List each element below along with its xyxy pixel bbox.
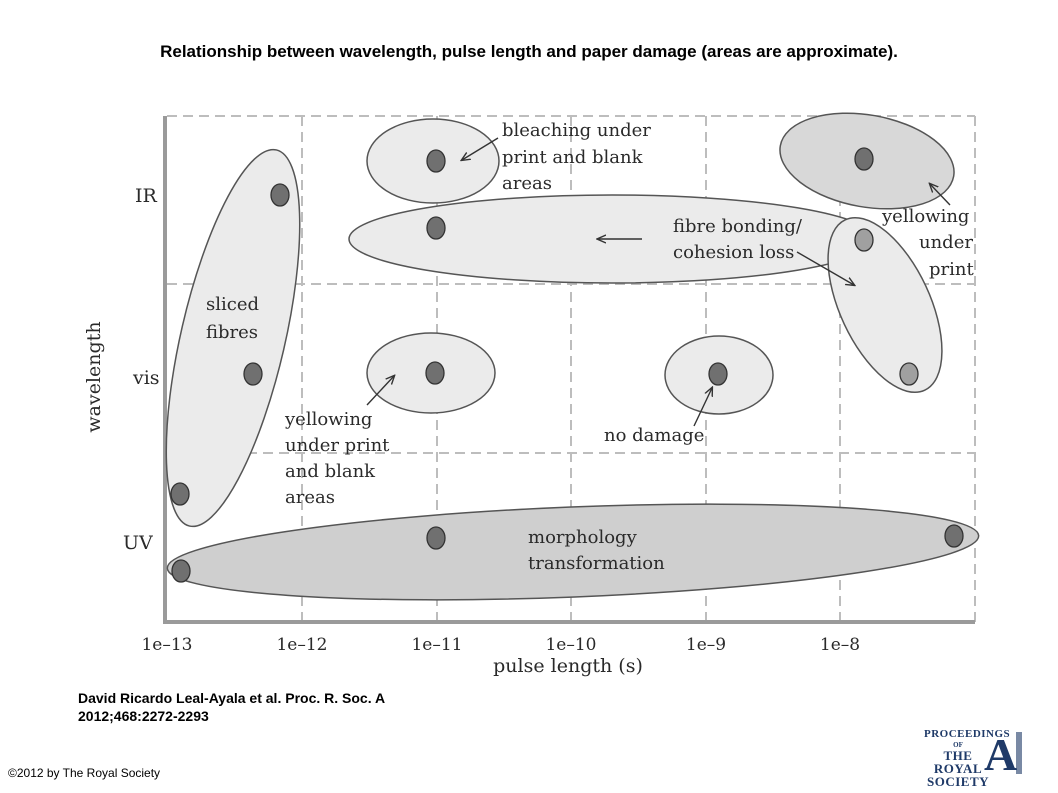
y-tick-ir: IR bbox=[135, 185, 158, 207]
region-sliced-fibres bbox=[165, 148, 301, 528]
data-point bbox=[899, 362, 919, 386]
label-yellowing-vis-4: areas bbox=[285, 487, 335, 508]
logo-line-4: SOCIETY bbox=[926, 774, 990, 789]
copyright-notice: ©2012 by The Royal Society bbox=[8, 766, 161, 780]
data-point bbox=[944, 524, 964, 548]
x-tick: 1e–8 bbox=[820, 635, 860, 655]
label-no-damage: no damage bbox=[604, 425, 704, 446]
label-yellowing-vis-3: and blank bbox=[285, 461, 376, 482]
data-point bbox=[425, 361, 445, 385]
label-bleaching-1: bleaching under bbox=[502, 120, 651, 141]
data-points bbox=[170, 147, 964, 583]
label-yellowing-vis-2: under print bbox=[285, 435, 390, 456]
royal-society-logo: PROCEEDINGS OF THE ROYAL SOCIETY A bbox=[924, 728, 1024, 788]
data-point bbox=[426, 149, 446, 173]
data-point bbox=[426, 526, 446, 550]
arrow-yellowing-right bbox=[930, 184, 951, 206]
region-yellowing-right-lower bbox=[827, 216, 943, 394]
label-morphology-1: morphology bbox=[528, 527, 638, 548]
arrow-yellowing-vis bbox=[366, 376, 394, 406]
label-yellowing-right-3: print bbox=[929, 259, 974, 280]
logo-line-2: OF bbox=[953, 741, 963, 749]
logo-wordmark: PROCEEDINGS OF THE ROYAL SOCIETY bbox=[924, 728, 1011, 789]
label-fibre-bonding-2: cohesion loss bbox=[673, 242, 794, 263]
x-tick: 1e–12 bbox=[276, 635, 327, 655]
y-axis-label: wavelength bbox=[83, 321, 105, 432]
label-morphology-2: transformation bbox=[528, 553, 665, 574]
x-axis-label: pulse length (s) bbox=[493, 655, 643, 677]
data-point bbox=[243, 362, 263, 386]
x-tick: 1e–10 bbox=[545, 635, 596, 655]
data-point bbox=[426, 216, 446, 240]
label-bleaching-3: areas bbox=[502, 173, 552, 194]
y-tick-uv: UV bbox=[123, 532, 153, 554]
logo-line-1: PROCEEDINGS bbox=[924, 728, 1011, 740]
x-tick: 1e–9 bbox=[686, 635, 726, 655]
arrow-bleaching bbox=[462, 137, 499, 160]
data-point bbox=[170, 482, 190, 506]
x-ticks: 1e–13 1e–12 1e–11 1e–10 1e–9 1e–8 bbox=[141, 635, 860, 655]
label-fibre-bonding-1: fibre bonding/ bbox=[673, 216, 803, 237]
data-point bbox=[854, 147, 874, 171]
region-morphology-transformation bbox=[166, 503, 980, 601]
label-sliced-fibres-1: sliced bbox=[206, 294, 259, 315]
data-point bbox=[708, 362, 728, 386]
damage-diagram: wavelength IR vis UV 1e–13 1e–12 1e–11 1… bbox=[83, 112, 980, 677]
citation-line-2: 2012;468:2272-2293 bbox=[78, 708, 209, 724]
x-tick: 1e–11 bbox=[411, 635, 462, 655]
y-tick-vis: vis bbox=[132, 367, 160, 389]
logo-line-3: THE ROYAL bbox=[933, 748, 983, 776]
label-yellowing-right-1: yellowing bbox=[881, 206, 969, 227]
citation-line-1: David Ricardo Leal-Ayala et al. Proc. R.… bbox=[78, 690, 386, 706]
arrows bbox=[366, 137, 951, 427]
logo-side-bar bbox=[1016, 732, 1022, 774]
figure-title: Relationship between wavelength, pulse l… bbox=[160, 42, 898, 61]
label-sliced-fibres-2: fibres bbox=[206, 322, 258, 343]
data-point bbox=[171, 559, 191, 583]
arrow-fibre-bonding-right bbox=[796, 251, 854, 285]
citation: David Ricardo Leal-Ayala et al. Proc. R.… bbox=[78, 689, 478, 725]
label-yellowing-right-2: under bbox=[919, 232, 973, 253]
label-bleaching-2: print and blank bbox=[502, 147, 644, 168]
axes bbox=[163, 116, 975, 624]
x-tick: 1e–13 bbox=[141, 635, 192, 655]
logo-letter: A bbox=[984, 729, 1018, 780]
arrow-no-damage bbox=[693, 388, 712, 427]
data-point bbox=[854, 228, 874, 252]
data-point bbox=[270, 183, 290, 207]
label-yellowing-vis-1: yellowing bbox=[284, 409, 372, 430]
